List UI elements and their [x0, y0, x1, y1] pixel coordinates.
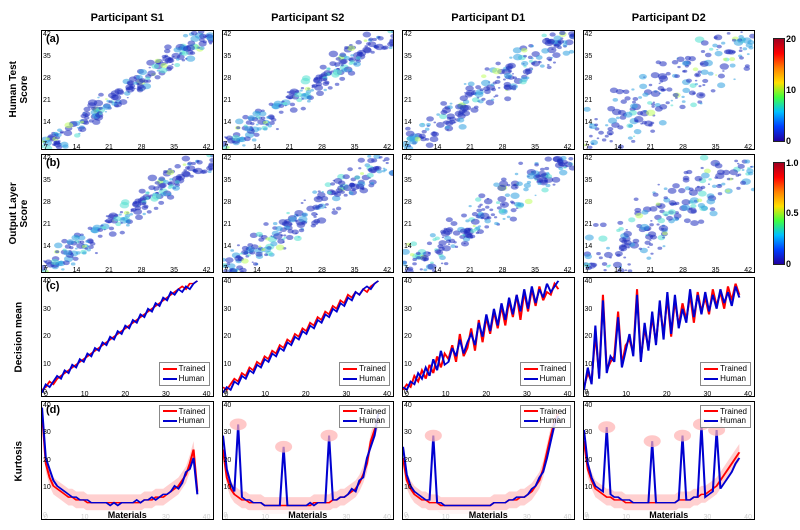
- chart-panel: (c)010203040010203040TrainedHuman: [41, 277, 214, 397]
- column-header: Participant S2: [222, 10, 395, 26]
- chart-panel: 7142128354271421283542: [222, 154, 395, 274]
- column-header: Participant D1: [402, 10, 575, 26]
- chart-panel: 010203040010203040TrainedHuman: [583, 277, 756, 397]
- chart-panel: 010203040010203040TrainedHumanMaterials: [222, 401, 395, 521]
- row-label: Output LayerScore: [5, 154, 33, 274]
- row-label: Kurtosis: [5, 401, 33, 521]
- chart-panel: 7142128354271421283542: [583, 30, 756, 150]
- chart-panel: 010203040010203040TrainedHuman: [222, 277, 395, 397]
- column-header: Participant S1: [41, 10, 214, 26]
- row-label: Decision mean: [5, 277, 33, 397]
- chart-panel: 7142128354271421283542: [402, 30, 575, 150]
- chart-panel: 010203040010203040TrainedHuman: [402, 277, 575, 397]
- chart-panel: (a)7142128354271421283542: [41, 30, 214, 150]
- chart-panel: 7142128354271421283542: [583, 154, 756, 274]
- chart-panel: 7142128354271421283542: [222, 30, 395, 150]
- chart-panel: (d)010203040010203040TrainedHumanMateria…: [41, 401, 214, 521]
- column-header: Participant D2: [583, 10, 756, 26]
- chart-panel: 7142128354271421283542: [402, 154, 575, 274]
- chart-panel: 010203040010203040TrainedHumanMaterials: [583, 401, 756, 521]
- row-label: Human TestScore: [5, 30, 33, 150]
- chart-panel: (b)7142128354271421283542: [41, 154, 214, 274]
- chart-panel: 010203040010203040TrainedHumanMaterials: [402, 401, 575, 521]
